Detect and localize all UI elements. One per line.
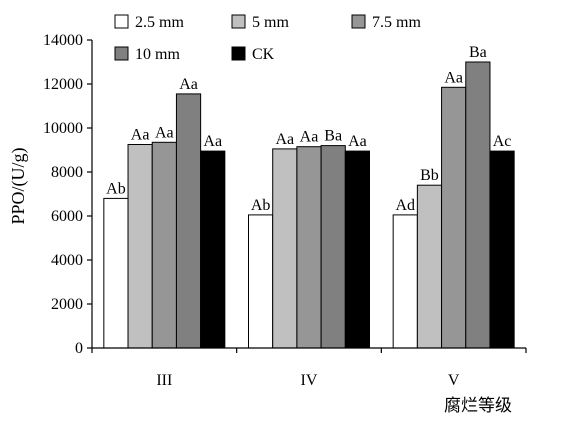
bar-data-label: Aa	[131, 127, 150, 144]
bar	[103, 197, 129, 349]
bar	[296, 146, 322, 349]
bar-data-label: Ba	[324, 128, 342, 145]
bar-data-label: Ab	[106, 180, 126, 197]
bar-data-label: Aa	[179, 76, 198, 93]
bar	[392, 214, 418, 349]
bar	[200, 150, 226, 349]
bar-data-label: Ab	[251, 197, 271, 214]
bar	[416, 184, 443, 349]
x-tick-label: III	[156, 372, 172, 389]
legend-swatch	[114, 46, 129, 61]
bar	[344, 150, 370, 349]
y-tick-label: 2000	[51, 296, 83, 313]
bar	[489, 150, 515, 349]
y-tick-label: 12000	[43, 76, 83, 93]
bar-data-label: Aa	[300, 129, 319, 146]
y-tick-label: 8000	[51, 164, 83, 181]
legend-label: 10 mm	[135, 46, 180, 63]
bar	[151, 141, 177, 349]
y-axis-title: PPO/(U/g)	[8, 147, 29, 224]
bar-data-label: Ba	[469, 44, 487, 61]
bar	[127, 144, 153, 349]
bar	[320, 145, 346, 349]
legend: 2.5 mm 5 mm 7.5 mm 10 mm CK	[114, 14, 421, 63]
bar-data-label: Aa	[155, 124, 174, 141]
bar	[248, 214, 274, 349]
bar-data-label: Ac	[493, 133, 512, 150]
bar-data-label: Bb	[420, 167, 439, 184]
y-axis: 0 2000 4000 6000 8000 10000 12000 14000	[43, 32, 93, 357]
legend-swatch	[114, 14, 129, 29]
bar	[272, 148, 298, 349]
y-tick-label: 14000	[43, 32, 83, 49]
bar-data-label: Aa	[348, 133, 367, 150]
legend-label: 5 mm	[252, 14, 289, 31]
y-tick-label: 6000	[51, 208, 83, 225]
legend-label: 7.5 mm	[372, 14, 421, 31]
y-tick-label: 0	[75, 340, 83, 357]
legend-swatch	[231, 46, 246, 61]
bar-data-label: Ad	[395, 197, 415, 214]
legend-label: CK	[252, 46, 275, 63]
x-tick-label: V	[448, 372, 460, 389]
bar-data-label: Aa	[275, 131, 294, 148]
bar	[175, 93, 202, 349]
bars	[103, 61, 515, 349]
y-tick-label: 10000	[43, 120, 83, 137]
legend-label: 2.5 mm	[135, 14, 184, 31]
x-axis-title: 腐烂等级	[444, 396, 512, 416]
legend-swatch	[231, 14, 246, 29]
bar-labels: Ab Aa Aa Aa Aa Ab Aa Aa Ba Aa Ad Bb Aa Ba Ac	[106, 44, 511, 214]
bar	[441, 86, 467, 349]
y-tick-label: 4000	[51, 252, 83, 269]
bar	[465, 61, 491, 349]
x-tick-label: IV	[301, 372, 318, 389]
bar-data-label: Aa	[444, 69, 463, 86]
legend-swatch	[351, 14, 366, 29]
x-axis: III IV V	[91, 347, 527, 389]
bar-data-label: Aa	[203, 133, 222, 150]
